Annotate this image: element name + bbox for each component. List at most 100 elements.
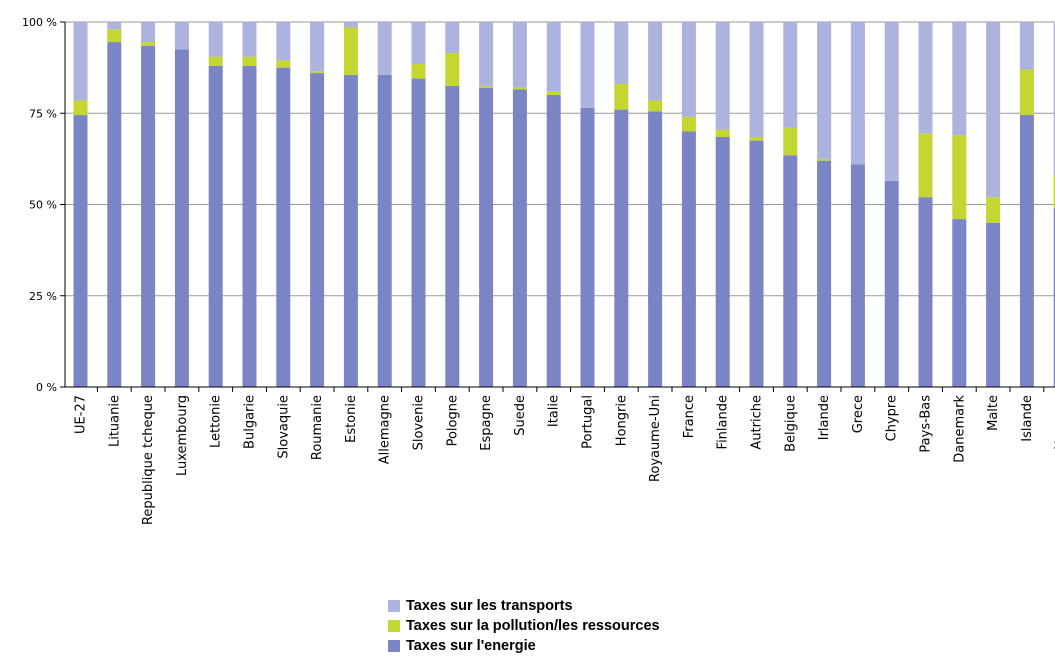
x-tick-label: UE-27 <box>74 395 89 434</box>
x-tick-label: France <box>682 395 697 438</box>
x-tick-label: Allemagne <box>378 395 393 464</box>
bar-segment-pollution <box>817 158 832 161</box>
bar-segment-pollution <box>918 133 933 198</box>
x-tick-label: Suede <box>513 395 528 436</box>
x-tick-label: Islande <box>1020 395 1035 442</box>
x-tick-label: Portugal <box>581 395 596 449</box>
legend: Taxes sur les transports Taxes sur la po… <box>388 596 660 656</box>
bar-segment-transports <box>141 22 156 43</box>
bar-segment-transports <box>986 22 1001 198</box>
bar-segment-energie <box>817 160 832 387</box>
bar-segment-pollution <box>1019 69 1034 116</box>
x-tick-label: Lituanie <box>107 395 122 447</box>
x-tick-label: Belgique <box>783 395 798 452</box>
bar-segment-energie <box>73 115 88 387</box>
legend-swatch-pollution <box>388 620 400 632</box>
bar-segment-pollution <box>411 63 426 79</box>
x-tick-label: Norvege <box>1054 395 1055 450</box>
bar-segment-transports <box>783 22 798 128</box>
legend-label-pollution: Taxes sur la pollution/les ressources <box>406 618 660 634</box>
bar-segment-transports <box>918 22 933 134</box>
bar-segment-pollution <box>986 197 1001 223</box>
x-tick-label: Estonie <box>344 395 359 443</box>
x-tick-label: Slovenie <box>412 395 427 450</box>
x-tick-label: Espagne <box>479 395 494 451</box>
x-tick-label: Pays-Bas <box>919 395 934 453</box>
bar-segment-pollution <box>343 27 358 75</box>
bar-segment-energie <box>445 85 460 387</box>
legend-label-energie: Taxes sur l'energie <box>406 638 536 654</box>
legend-swatch-energie <box>388 640 400 652</box>
bar-segment-transports <box>73 22 88 101</box>
bar-segment-pollution <box>648 100 663 112</box>
axes <box>60 21 1055 392</box>
bar-segment-transports <box>749 22 764 137</box>
bar-segment-pollution <box>952 135 967 220</box>
bar-segment-energie <box>648 111 663 388</box>
bar-segment-transports <box>546 22 561 92</box>
bar-segment-transports <box>884 22 899 181</box>
bar-segment-transports <box>648 22 663 101</box>
bar-segment-energie <box>141 45 156 387</box>
bar-segment-transports <box>411 22 426 64</box>
x-tick-label: Lettonie <box>209 395 224 448</box>
bar-segment-transports <box>715 22 730 130</box>
x-tick-label: Italie <box>547 395 562 427</box>
bar-segment-pollution <box>107 29 122 43</box>
bar-segment-pollution <box>276 60 291 68</box>
bar-segment-energie <box>411 78 426 387</box>
bar-segment-energie <box>749 140 764 387</box>
bar-segment-energie <box>715 136 730 387</box>
axis-labels: 0 % 25 % 50 % 75 % 100 % UE-27 Lituanie Republi… <box>22 16 1055 525</box>
y-tick-label: 50 % <box>29 199 57 212</box>
bar-segment-transports <box>614 22 629 85</box>
bar-segment-pollution <box>783 127 798 156</box>
x-tick-label: Chypre <box>885 395 900 441</box>
bar-segment-transports <box>276 22 291 61</box>
x-tick-label: Republique tcheque <box>141 395 156 525</box>
x-tick-label: Finlande <box>716 395 731 449</box>
bar-segment-energie <box>377 74 392 388</box>
bar-segment-transports <box>512 22 527 88</box>
bar-segment-energie <box>1019 115 1034 387</box>
bar-segment-transports <box>580 22 595 108</box>
bar-segment-pollution <box>141 42 156 46</box>
bar-segment-pollution <box>715 129 730 137</box>
bar-segment-energie <box>208 65 223 388</box>
x-tick-label: Slovaquie <box>276 395 291 459</box>
bar-segment-transports <box>479 22 494 86</box>
bar-segment-energie <box>952 219 967 387</box>
bar-segment-energie <box>242 65 257 388</box>
legend-item-transports: Taxes sur les transports <box>388 596 660 616</box>
bar-segment-pollution <box>479 85 494 88</box>
bar-segment-energie <box>850 164 865 387</box>
bar-segment-transports <box>343 22 358 28</box>
legend-item-pollution: Taxes sur la pollution/les ressources <box>388 616 660 636</box>
bar-segment-energie <box>884 180 899 387</box>
bar-segment-energie <box>174 49 189 387</box>
bar-segment-energie <box>614 109 629 387</box>
bar-segment-transports <box>850 22 865 165</box>
bar-segment-pollution <box>208 56 223 66</box>
bar-segment-transports <box>681 22 696 117</box>
x-tick-label: Danemark <box>952 395 967 463</box>
bar-segment-energie <box>783 155 798 387</box>
x-tick-label: Luxembourg <box>175 395 190 476</box>
bar-segment-transports <box>107 22 122 30</box>
legend-item-energie: Taxes sur l'energie <box>388 636 660 656</box>
bar-segment-energie <box>310 73 325 387</box>
bar-segment-pollution <box>512 87 527 90</box>
bar-segment-energie <box>1053 208 1055 387</box>
bar-segment-pollution <box>242 56 257 66</box>
bar-segment-energie <box>681 131 696 387</box>
x-tick-label: Roumanie <box>310 395 325 460</box>
bar-segment-pollution <box>1053 175 1055 209</box>
bar-segment-energie <box>986 222 1001 387</box>
bar-segment-transports <box>817 22 832 159</box>
bar-segment-pollution <box>546 91 561 95</box>
bar-segment-energie <box>546 95 561 387</box>
y-tick-label: 25 % <box>29 290 57 303</box>
bar-segment-transports <box>174 22 189 50</box>
bar-segment-transports <box>952 22 967 136</box>
x-tick-label: Grece <box>851 395 866 433</box>
